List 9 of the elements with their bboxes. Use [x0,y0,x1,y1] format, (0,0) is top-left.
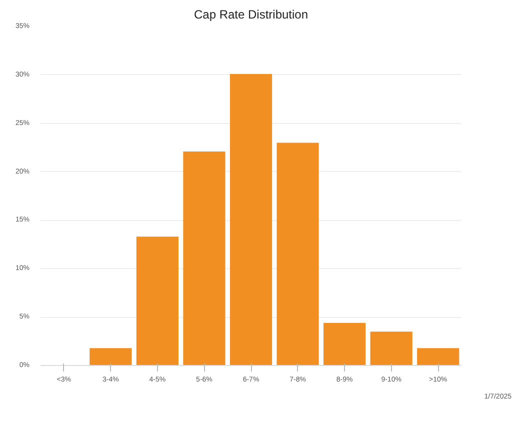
bar [136,236,178,366]
bar [324,322,366,366]
bar [370,332,412,366]
chart-title: Cap Rate Distribution [194,8,308,22]
bar [90,348,132,366]
bar [230,74,272,366]
bar [183,151,226,366]
bar [417,348,460,366]
bar [276,142,319,366]
